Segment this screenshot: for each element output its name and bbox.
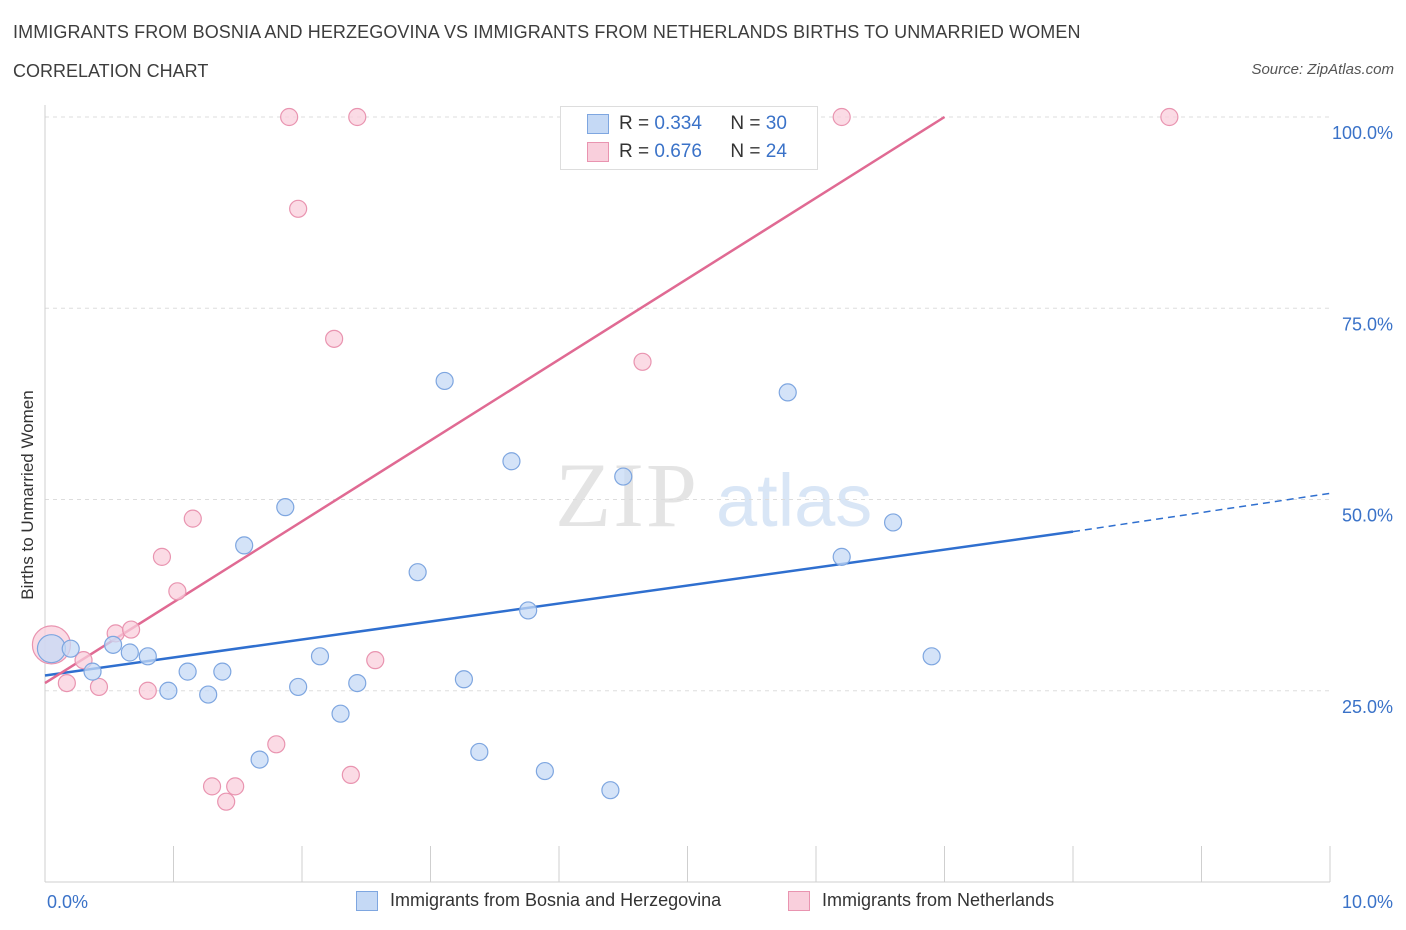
bosnia-n-label: N = bbox=[730, 113, 761, 134]
netherlands-point bbox=[89, 677, 109, 697]
netherlands-point bbox=[366, 651, 385, 670]
bosnia-point bbox=[138, 647, 157, 666]
bosnia-point bbox=[83, 662, 102, 681]
bosnia-point bbox=[435, 371, 454, 391]
legend-netherlands-swatch bbox=[788, 890, 810, 911]
netherlands-point bbox=[217, 792, 236, 811]
bosnia-point bbox=[250, 750, 269, 769]
legend-row-bosnia: R = 0.334 N = 30 bbox=[587, 112, 787, 136]
netherlands-swatch bbox=[587, 142, 609, 162]
netherlands-point bbox=[183, 509, 202, 528]
netherlands-point bbox=[168, 582, 187, 601]
netherlands-point bbox=[226, 777, 245, 796]
y-tick-label: 25.0% bbox=[1342, 697, 1393, 717]
legend-bosnia-label: Immigrants from Bosnia and Herzegovina bbox=[390, 890, 722, 910]
axes bbox=[44, 105, 1331, 883]
svg-text:atlas: atlas bbox=[716, 459, 872, 542]
legend-row-netherlands: R = 0.676 N = 24 bbox=[587, 140, 787, 164]
bosnia-point bbox=[408, 563, 427, 582]
bosnia-r-value: 0.334 bbox=[654, 113, 702, 134]
x-tick-label-max: 10.0% bbox=[1342, 892, 1393, 912]
gridlines bbox=[45, 116, 1330, 692]
bosnia-point bbox=[519, 601, 538, 620]
netherlands-point bbox=[138, 681, 157, 700]
netherlands-point bbox=[121, 620, 141, 639]
netherlands-point bbox=[152, 547, 172, 566]
bosnia-n-value: 30 bbox=[765, 113, 787, 134]
netherlands-point bbox=[1160, 107, 1179, 127]
chart-title: IMMIGRANTS FROM BOSNIA AND HERZEGOVINA V… bbox=[13, 22, 1081, 42]
netherlands-n-label: N = bbox=[730, 141, 761, 162]
netherlands-trendline bbox=[44, 115, 946, 685]
bosnia-swatch bbox=[587, 114, 609, 134]
tick-labels: 25.0% 50.0% 75.0% 100.0% 0.0% 10.0% bbox=[47, 123, 1393, 912]
bosnia-point bbox=[535, 761, 554, 781]
netherlands-r-label: R = bbox=[619, 141, 650, 162]
bosnia-point bbox=[601, 781, 620, 800]
bosnia-points bbox=[36, 371, 941, 800]
bosnia-point bbox=[213, 662, 232, 681]
bosnia-point bbox=[178, 662, 197, 681]
bosnia-point bbox=[276, 498, 295, 517]
netherlands-r-value: 0.676 bbox=[654, 141, 702, 162]
bosnia-trendline bbox=[44, 530, 1074, 677]
netherlands-point bbox=[348, 107, 367, 127]
legend-item-bosnia: Immigrants from Bosnia and Herzegovina bbox=[356, 890, 721, 911]
netherlands-point bbox=[202, 777, 222, 796]
trendlines bbox=[44, 115, 1331, 685]
series-legend: Immigrants from Bosnia and Herzegovina I… bbox=[0, 890, 1406, 916]
y-tick-label: 75.0% bbox=[1342, 314, 1393, 334]
bosnia-point bbox=[778, 383, 797, 402]
netherlands-point bbox=[325, 329, 344, 348]
bosnia-point bbox=[922, 647, 941, 666]
netherlands-n-value: 24 bbox=[765, 141, 787, 162]
legend-item-netherlands: Immigrants from Netherlands bbox=[788, 890, 1054, 911]
bosnia-r-label: R = bbox=[619, 113, 650, 134]
netherlands-point bbox=[57, 673, 76, 693]
bosnia-point bbox=[159, 681, 178, 700]
netherlands-point bbox=[633, 352, 652, 371]
bosnia-point bbox=[331, 704, 350, 723]
y-tick-label: 50.0% bbox=[1342, 506, 1393, 526]
bosnia-point bbox=[470, 742, 489, 762]
y-axis-label: Births to Unmarried Women bbox=[18, 390, 37, 600]
y-tick-label: 100.0% bbox=[1332, 123, 1393, 143]
bosnia-point bbox=[120, 643, 139, 662]
chart-subtitle: CORRELATION CHART bbox=[13, 61, 209, 81]
bosnia-point bbox=[614, 467, 633, 486]
netherlands-point bbox=[267, 735, 286, 754]
x-tick-label-min: 0.0% bbox=[47, 892, 88, 912]
legend-netherlands-label: Immigrants from Netherlands bbox=[822, 890, 1055, 910]
svg-text:ZIP: ZIP bbox=[555, 444, 699, 546]
bosnia-point bbox=[289, 677, 308, 697]
bosnia-point bbox=[36, 634, 67, 664]
stats-legend: R = 0.334 N = 30 R = 0.676 N = 24 bbox=[560, 106, 818, 170]
bosnia-point bbox=[883, 513, 903, 532]
bosnia-point bbox=[348, 673, 367, 693]
bosnia-point bbox=[454, 670, 474, 689]
netherlands-point bbox=[289, 199, 308, 218]
bosnia-point bbox=[61, 639, 80, 658]
bosnia-point bbox=[199, 685, 218, 704]
bosnia-point bbox=[310, 647, 330, 666]
bosnia-point bbox=[235, 536, 254, 555]
bosnia-point bbox=[502, 452, 521, 471]
netherlands-point bbox=[832, 107, 851, 127]
legend-bosnia-swatch bbox=[356, 890, 378, 911]
bosnia-point bbox=[832, 547, 851, 566]
bosnia-point bbox=[104, 635, 123, 654]
source-credit: Source: ZipAtlas.com bbox=[1251, 61, 1394, 78]
watermark: ZIP atlas bbox=[555, 444, 872, 546]
netherlands-point bbox=[280, 107, 299, 127]
bosnia-trendline-extension bbox=[1072, 492, 1331, 533]
netherlands-point bbox=[341, 765, 360, 785]
